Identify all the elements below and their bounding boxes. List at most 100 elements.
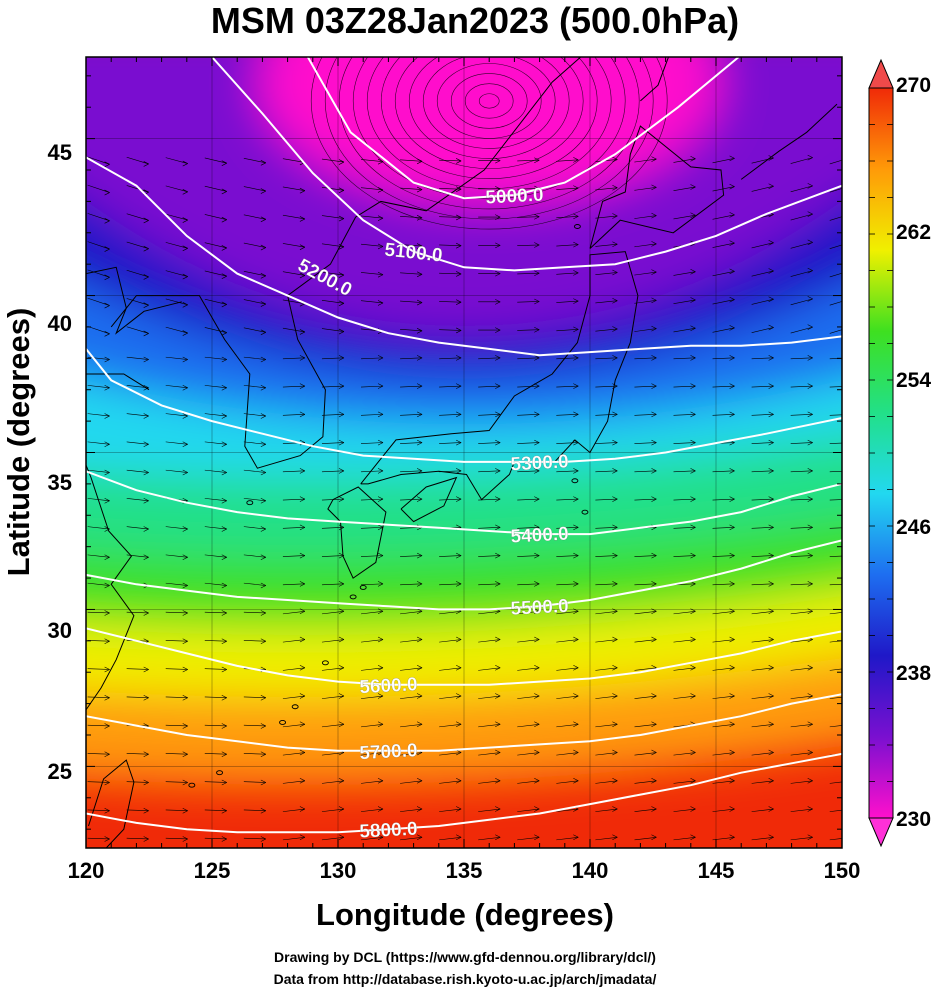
wind-arrow — [321, 470, 344, 473]
wind-arrow — [751, 327, 774, 333]
wind-arrow — [282, 527, 305, 529]
cyclone-vortex — [310, 57, 668, 230]
wind-arrow-head — [651, 184, 657, 191]
wind-arrow — [751, 723, 774, 728]
wind-arrow — [556, 555, 579, 557]
wind-arrow — [556, 836, 579, 841]
wind-arrow — [361, 527, 384, 529]
wind-arrow — [204, 640, 227, 642]
wind-arrow — [478, 414, 501, 416]
wind-arrow-head — [416, 693, 423, 699]
wind-arrow — [595, 272, 618, 275]
wind-arrow-head — [456, 383, 462, 389]
wind-arrow-head — [807, 296, 813, 302]
wind-arrow — [790, 498, 813, 501]
wind-arrow — [751, 298, 774, 305]
wind-arrow-head — [573, 241, 579, 248]
wind-arrow — [204, 157, 227, 164]
wind-arrow — [751, 470, 774, 473]
wind-arrow-head — [104, 161, 110, 168]
wind-arrow — [165, 413, 188, 417]
wind-arrow — [478, 695, 501, 699]
wind-arrow-head — [416, 778, 423, 784]
wind-arrow-head — [104, 246, 110, 252]
wind-arrow — [634, 385, 657, 388]
wind-arrow — [790, 157, 813, 164]
wind-arrow — [517, 780, 540, 784]
wind-arrow — [282, 299, 305, 304]
wind-arrow — [595, 159, 618, 162]
wind-arrow-head — [495, 749, 501, 756]
wind-arrow — [439, 301, 462, 303]
y-tick-label: 35 — [47, 470, 72, 495]
wind-arrow-head — [612, 411, 618, 418]
wind-arrow-head — [338, 693, 345, 699]
wind-arrow-head — [104, 218, 110, 224]
wind-arrow-head — [416, 411, 423, 418]
wind-arrow — [126, 413, 149, 417]
wind-arrow — [400, 667, 423, 671]
wind-arrow — [204, 724, 227, 727]
axis-ticks — [85, 57, 843, 848]
wind-arrow-head — [729, 806, 735, 812]
wind-arrow-head — [534, 665, 540, 671]
wind-arrow — [517, 498, 540, 501]
wind-arrow — [673, 695, 696, 699]
contour-line — [86, 752, 842, 834]
wind-arrow-head — [534, 270, 540, 276]
wind-arrow-head — [456, 721, 462, 728]
wind-arrow — [87, 385, 110, 389]
wind-arrow — [204, 413, 227, 417]
wind-arrow-head — [416, 439, 423, 446]
wind-arrow — [829, 414, 842, 416]
wind-arrow — [790, 326, 813, 334]
wind-arrow — [634, 328, 657, 332]
wind-arrow — [243, 214, 266, 220]
wind-arrow — [165, 326, 188, 334]
wind-arrow — [126, 185, 149, 193]
wind-arrow-head — [377, 300, 384, 306]
wind-arrow — [790, 836, 813, 841]
wind-arrow-head — [807, 324, 813, 330]
wind-arrow-head — [182, 554, 188, 561]
wind-arrow — [165, 781, 188, 783]
wind-arrow — [321, 836, 344, 841]
wind-arrow-head — [768, 693, 774, 699]
wind-arrow-head — [182, 189, 188, 195]
wind-arrow — [282, 583, 305, 586]
wind-arrow — [556, 329, 579, 332]
wind-arrow-head — [847, 750, 852, 755]
wind-arrow-head — [651, 636, 657, 643]
wind-arrow-head — [377, 834, 384, 841]
wind-arrow-head — [299, 834, 306, 841]
wind-arrow — [595, 639, 618, 643]
wind-arrow — [360, 836, 384, 841]
vortex-ring — [366, 57, 612, 190]
y-tick-label: 30 — [47, 618, 72, 643]
wind-arrow — [204, 498, 227, 502]
wind-arrow-head — [807, 439, 813, 446]
wind-arrow-head — [260, 554, 266, 561]
vortex-ring — [324, 57, 654, 220]
wind-arrow-head — [847, 268, 852, 273]
wind-arrow-head — [260, 188, 266, 194]
wind-arrow — [243, 498, 266, 502]
wind-arrow-head — [143, 807, 149, 814]
wind-arrow-head — [182, 751, 188, 758]
wind-arrow — [243, 242, 266, 248]
wind-arrow — [126, 441, 149, 445]
wind-arrow-head — [573, 411, 579, 418]
wind-arrow — [790, 270, 813, 277]
wind-arrow-head — [651, 721, 657, 728]
wind-arrow — [165, 298, 188, 306]
wind-arrow-head — [416, 552, 423, 559]
wind-arrow-head — [690, 693, 696, 699]
wind-arrow-head — [377, 552, 384, 559]
wind-arrow-head — [416, 806, 423, 812]
wind-arrow — [751, 639, 774, 643]
wind-arrow — [400, 610, 423, 615]
wind-arrow — [478, 610, 501, 615]
wind-arrow — [595, 610, 618, 615]
wind-arrow — [790, 298, 813, 306]
wind-arrow-head — [690, 834, 696, 841]
